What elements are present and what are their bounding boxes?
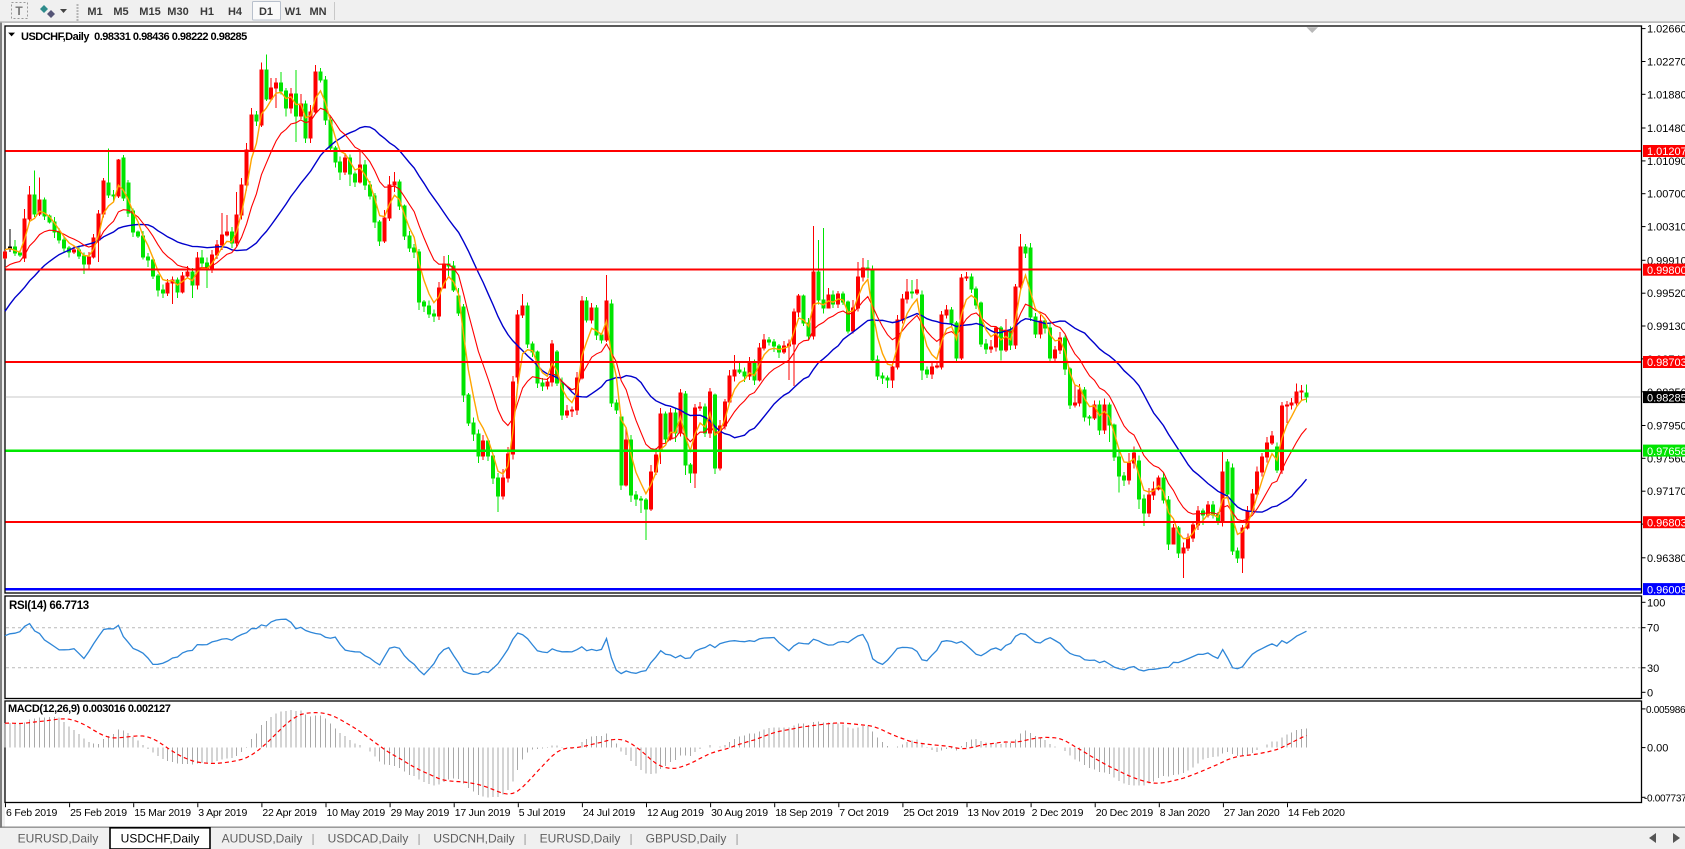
svg-text:2 Dec 2019: 2 Dec 2019 <box>1032 807 1084 819</box>
svg-text:8 Jan 2020: 8 Jan 2020 <box>1160 807 1210 819</box>
svg-text:0.97658: 0.97658 <box>1647 446 1685 458</box>
svg-text:M30: M30 <box>167 6 188 18</box>
svg-text:1.00310: 1.00310 <box>1647 222 1685 234</box>
svg-text:24 Jul 2019: 24 Jul 2019 <box>583 807 635 819</box>
svg-text:|: | <box>523 832 526 846</box>
svg-text:0.99130: 0.99130 <box>1647 321 1685 333</box>
svg-text:0.97170: 0.97170 <box>1647 486 1685 498</box>
svg-text:30 Aug 2019: 30 Aug 2019 <box>711 807 768 819</box>
svg-text:|: | <box>417 832 420 846</box>
svg-text:MACD(12,26,9) 0.003016 0.00212: MACD(12,26,9) 0.003016 0.002127 <box>8 703 171 715</box>
svg-text:-0.007737: -0.007737 <box>1644 793 1685 804</box>
svg-text:7 Oct 2019: 7 Oct 2019 <box>839 807 889 819</box>
svg-text:EURUSD,Daily: EURUSD,Daily <box>540 832 621 846</box>
svg-text:0.99800: 0.99800 <box>1647 265 1685 277</box>
svg-text:|: | <box>629 832 632 846</box>
svg-text:17 Jun 2019: 17 Jun 2019 <box>455 807 511 819</box>
svg-text:0.99520: 0.99520 <box>1647 288 1685 300</box>
svg-text:1.01207: 1.01207 <box>1647 146 1685 158</box>
svg-text:15 Mar 2019: 15 Mar 2019 <box>134 807 191 819</box>
svg-text:MN: MN <box>309 6 326 18</box>
svg-text:EURUSD,Daily: EURUSD,Daily <box>18 832 99 846</box>
svg-text:0.97950: 0.97950 <box>1647 421 1685 433</box>
svg-text:0.96008: 0.96008 <box>1647 584 1685 596</box>
svg-text:100: 100 <box>1647 597 1665 609</box>
svg-text:USDCHF,Daily 0.98331 0.98436: USDCHF,Daily 0.98331 0.98436 0.98222 0.9… <box>21 31 247 43</box>
svg-text:22 Apr 2019: 22 Apr 2019 <box>262 807 317 819</box>
svg-text:|: | <box>735 832 738 846</box>
svg-text:1.02270: 1.02270 <box>1647 57 1685 69</box>
svg-text:1.01880: 1.01880 <box>1647 89 1685 101</box>
svg-text:0.96380: 0.96380 <box>1647 553 1685 565</box>
svg-text:H4: H4 <box>228 6 243 18</box>
svg-text:USDCNH,Daily: USDCNH,Daily <box>433 832 514 846</box>
svg-text:0.005986: 0.005986 <box>1646 705 1685 716</box>
svg-text:1.01480: 1.01480 <box>1647 123 1685 135</box>
svg-text:0.96803: 0.96803 <box>1647 517 1685 529</box>
svg-text:H1: H1 <box>200 6 214 18</box>
svg-text:GBPUSD,Daily: GBPUSD,Daily <box>646 832 727 846</box>
svg-text:30: 30 <box>1647 663 1659 675</box>
svg-text:70: 70 <box>1647 623 1659 635</box>
svg-text:25 Feb 2019: 25 Feb 2019 <box>70 807 127 819</box>
svg-text:10 May 2019: 10 May 2019 <box>327 807 386 819</box>
svg-text:RSI(14) 66.7713: RSI(14) 66.7713 <box>9 600 89 612</box>
svg-text:27 Jan 2020: 27 Jan 2020 <box>1224 807 1280 819</box>
svg-text:0.98285: 0.98285 <box>1647 392 1685 404</box>
svg-text:0: 0 <box>1647 687 1653 699</box>
svg-text:M1: M1 <box>87 6 102 18</box>
svg-text:|: | <box>311 832 314 846</box>
svg-text:6 Feb 2019: 6 Feb 2019 <box>6 807 57 819</box>
svg-text:0.98703: 0.98703 <box>1647 357 1685 369</box>
svg-text:3 Apr 2019: 3 Apr 2019 <box>198 807 247 819</box>
svg-text:14 Feb 2020: 14 Feb 2020 <box>1288 807 1345 819</box>
svg-text:5 Jul 2019: 5 Jul 2019 <box>519 807 566 819</box>
svg-text:USDCHF,Daily: USDCHF,Daily <box>121 832 200 846</box>
svg-text:13 Nov 2019: 13 Nov 2019 <box>968 807 1026 819</box>
svg-text:18 Sep 2019: 18 Sep 2019 <box>775 807 833 819</box>
svg-text:29 May 2019: 29 May 2019 <box>391 807 450 819</box>
svg-text:0.00: 0.00 <box>1647 743 1668 755</box>
svg-text:W1: W1 <box>285 6 302 18</box>
svg-text:M15: M15 <box>139 6 160 18</box>
svg-text:20 Dec 2019: 20 Dec 2019 <box>1096 807 1154 819</box>
svg-text:USDCAD,Daily: USDCAD,Daily <box>328 832 409 846</box>
svg-text:1.02660: 1.02660 <box>1647 24 1685 36</box>
svg-text:25 Oct 2019: 25 Oct 2019 <box>903 807 958 819</box>
svg-text:T: T <box>15 4 23 18</box>
svg-text:1.00700: 1.00700 <box>1647 189 1685 201</box>
svg-text:12 Aug 2019: 12 Aug 2019 <box>647 807 704 819</box>
svg-text:AUDUSD,Daily: AUDUSD,Daily <box>222 832 303 846</box>
svg-text:M5: M5 <box>113 6 128 18</box>
svg-text:1.01090: 1.01090 <box>1647 156 1685 168</box>
svg-text:D1: D1 <box>259 6 273 18</box>
